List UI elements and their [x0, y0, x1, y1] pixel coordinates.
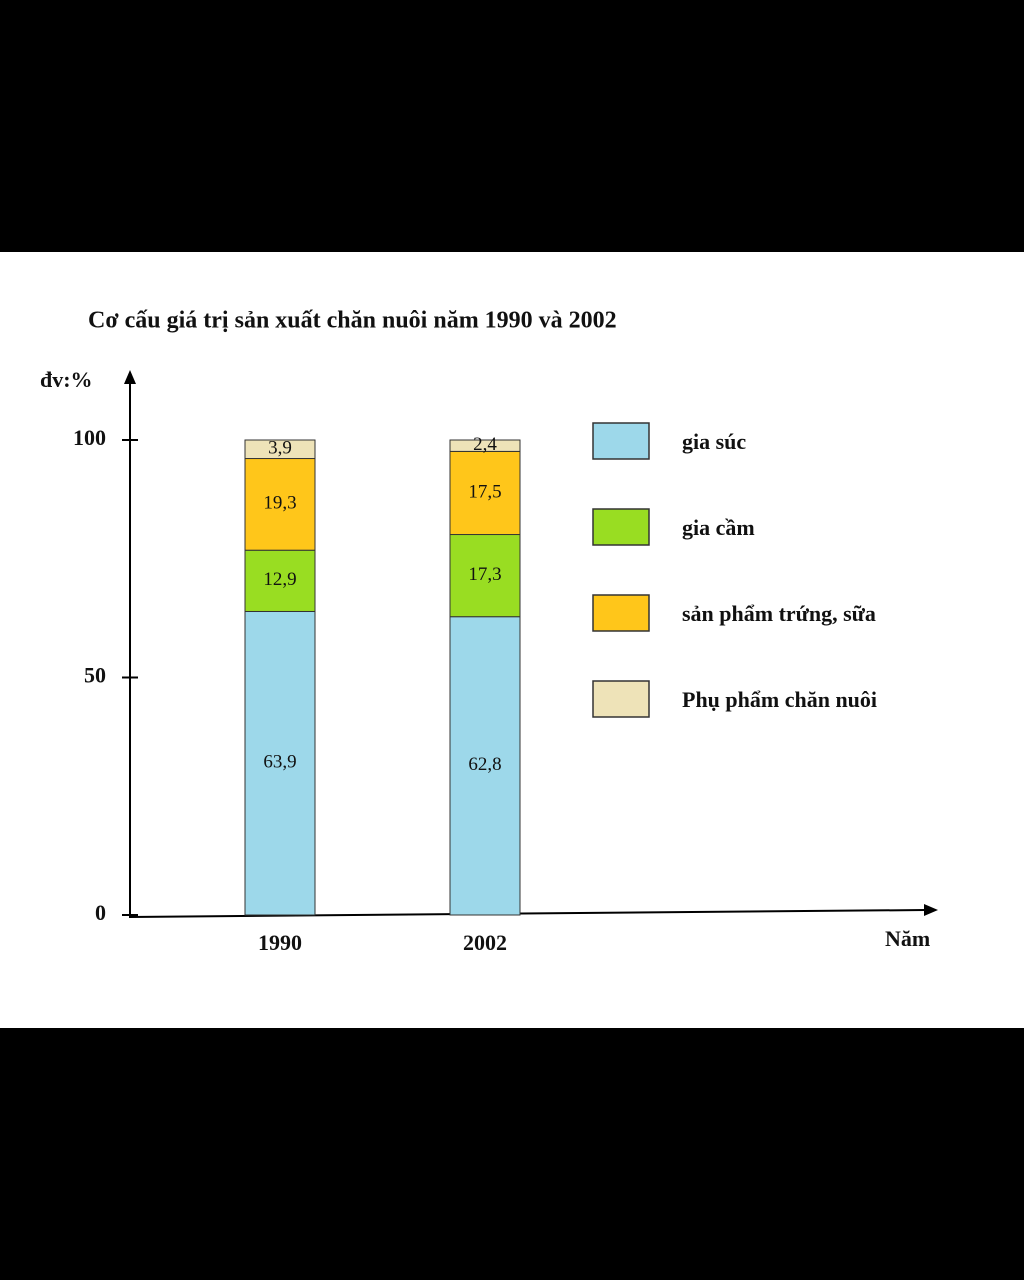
x-tick-label: 2002 [463, 930, 507, 955]
bar-segment [244, 610, 316, 916]
legend-label: gia cầm [682, 515, 755, 540]
x-axis [129, 909, 926, 918]
value-label: 62,8 [468, 754, 501, 775]
bar-segment [244, 439, 316, 460]
value-label: 17,5 [468, 481, 501, 502]
value-label: 19,3 [263, 493, 296, 514]
value-label: 12,9 [263, 569, 296, 590]
bar-segment [449, 616, 521, 916]
x-axis-label: Năm [885, 926, 930, 951]
y-axis-arrow [124, 370, 136, 384]
legend-label: gia súc [682, 429, 746, 454]
y-tick-label: 100 [73, 425, 106, 450]
bar-segment [449, 534, 521, 618]
x-axis-arrow [924, 904, 938, 916]
legend-swatch [592, 422, 650, 460]
legend-swatch [592, 594, 650, 632]
value-label: 3,9 [268, 438, 292, 459]
bar-segment [244, 549, 316, 612]
value-label: 63,9 [263, 752, 296, 773]
legend-label: sản phẩm trứng, sữa [682, 601, 876, 626]
y-tick-label: 0 [95, 900, 106, 925]
legend-swatch [592, 508, 650, 546]
value-label: 17,3 [468, 564, 501, 585]
bar-segment [449, 439, 521, 452]
y-axis-label: đv:% [40, 367, 93, 392]
y-tick-label: 50 [84, 663, 106, 688]
bar-segment [244, 458, 316, 551]
legend-swatch [592, 680, 650, 718]
x-tick-label: 1990 [258, 930, 302, 955]
legend-label: Phụ phẩm chăn nuôi [682, 687, 877, 712]
bar-segment [449, 450, 521, 536]
chart-title: Cơ cấu giá trị sản xuất chăn nuôi năm 19… [88, 308, 617, 334]
value-label: 2,4 [473, 434, 497, 455]
